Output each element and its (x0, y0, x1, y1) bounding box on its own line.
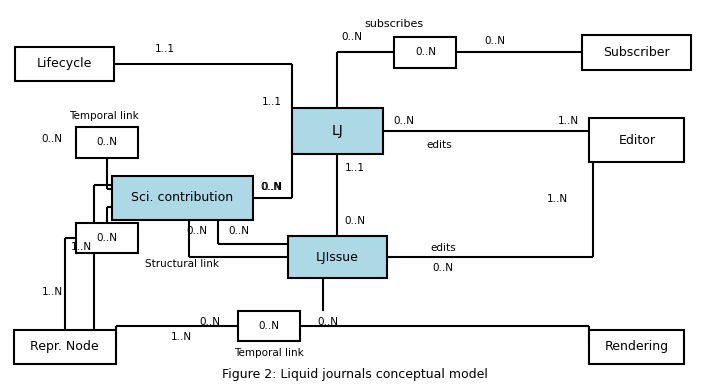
Text: 0..N: 0..N (258, 321, 280, 331)
Text: Structural link: Structural link (145, 259, 219, 269)
Text: Rendering: Rendering (605, 341, 669, 353)
Text: Lifecycle: Lifecycle (37, 57, 92, 71)
Text: Figure 2: Liquid journals conceptual model: Figure 2: Liquid journals conceptual mod… (222, 368, 488, 381)
Text: Temporal link: Temporal link (69, 111, 138, 121)
Text: 1..N: 1..N (71, 242, 92, 252)
Bar (76, 223, 138, 253)
Text: 1..N: 1..N (547, 194, 568, 204)
Text: 1..N: 1..N (170, 333, 192, 343)
Text: 0..N: 0..N (229, 225, 249, 236)
Bar (589, 330, 684, 364)
Bar (292, 108, 383, 154)
Text: LJIssue: LJIssue (316, 251, 359, 263)
Bar (13, 330, 116, 364)
Bar (238, 311, 300, 341)
Bar (582, 35, 692, 70)
Text: Temporal link: Temporal link (234, 348, 304, 358)
Text: 1..1: 1..1 (345, 163, 365, 173)
Text: 0..N: 0..N (394, 116, 415, 126)
Text: 0..N: 0..N (261, 182, 283, 192)
Text: Subscriber: Subscriber (604, 46, 670, 59)
Text: 0..N: 0..N (432, 263, 454, 273)
Text: 0..N: 0..N (341, 32, 362, 42)
Text: 0..N: 0..N (485, 36, 506, 46)
Text: edits: edits (430, 242, 456, 253)
Text: 0..N: 0..N (260, 182, 281, 192)
Text: 0..N: 0..N (97, 137, 118, 147)
Bar (395, 37, 457, 68)
Bar (76, 127, 138, 158)
Bar (288, 236, 387, 278)
Text: 1..1: 1..1 (262, 97, 282, 107)
Text: Sci. contribution: Sci. contribution (131, 191, 234, 204)
Text: Editor: Editor (618, 134, 655, 147)
Text: 0..N: 0..N (97, 233, 118, 243)
Bar (112, 176, 253, 220)
Text: 1..N: 1..N (557, 116, 579, 126)
Text: 0..N: 0..N (186, 225, 207, 236)
Text: 0..N: 0..N (317, 317, 339, 327)
Text: 0..N: 0..N (415, 47, 436, 57)
Text: 0..N: 0..N (344, 216, 366, 226)
Bar (589, 118, 684, 163)
Text: 0..N: 0..N (41, 133, 62, 144)
Text: 1..1: 1..1 (155, 44, 175, 54)
Text: LJ: LJ (332, 124, 343, 138)
Text: 0..N: 0..N (200, 317, 220, 327)
Text: Repr. Node: Repr. Node (31, 341, 99, 353)
Bar (16, 47, 114, 81)
Text: 1..N: 1..N (42, 288, 63, 298)
Text: subscribes: subscribes (364, 19, 423, 29)
Text: edits: edits (427, 140, 452, 151)
